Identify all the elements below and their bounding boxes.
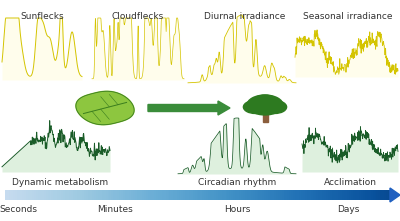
Circle shape [252, 95, 278, 109]
Text: Diurnal irradiance: Diurnal irradiance [204, 12, 286, 21]
Circle shape [247, 95, 283, 115]
Circle shape [263, 101, 286, 113]
Text: Sunflecks: Sunflecks [20, 12, 64, 21]
Text: Seasonal irradiance: Seasonal irradiance [303, 12, 393, 21]
Text: Seconds: Seconds [0, 205, 37, 214]
Text: Acclimation: Acclimation [324, 178, 376, 187]
Text: Dynamic metabolism: Dynamic metabolism [12, 178, 108, 187]
Polygon shape [390, 188, 400, 202]
Polygon shape [148, 101, 230, 115]
Text: Minutes: Minutes [97, 205, 133, 214]
Circle shape [243, 101, 267, 113]
Text: Hours: Hours [224, 205, 250, 214]
Polygon shape [76, 91, 134, 125]
Text: Cloudflecks: Cloudflecks [112, 12, 164, 21]
Text: Days: Days [337, 205, 359, 214]
FancyBboxPatch shape [262, 110, 268, 122]
Text: Circadian rhythm: Circadian rhythm [198, 178, 276, 187]
